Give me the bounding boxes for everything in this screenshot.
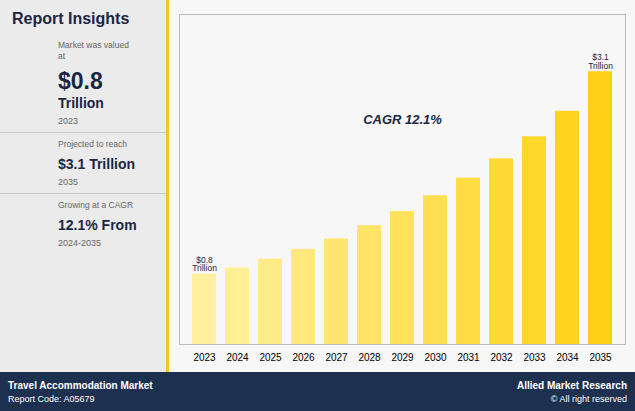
svg-text:2030: 2030	[424, 352, 447, 363]
html-text:Report Code: A05679: Report Code: A05679	[8, 393, 95, 404]
svg-text:$3.1Trillion: $3.1Trillion	[588, 52, 613, 71]
svg-text:2034: 2034	[556, 352, 579, 363]
svg-text:2031: 2031	[457, 352, 480, 363]
html-text:12.1% From: 12.1% From	[58, 217, 137, 234]
html-text:$3.1 Trillion: $3.1 Trillion	[58, 156, 135, 173]
svg-text:2024: 2024	[226, 352, 249, 363]
html-text:Travel Accommodation Market: Travel Accommodation Market	[8, 379, 153, 391]
html-text:Report Insights: Report Insights	[12, 10, 130, 27]
html-text:$0.8: $0.8	[58, 68, 103, 95]
html-text:© All right reserved: © All right reserved	[550, 393, 627, 404]
html-text:2024-2035: 2024-2035	[58, 238, 101, 249]
svg-text:CAGR 12.1%: CAGR 12.1%	[363, 112, 442, 127]
svg-text:2033: 2033	[523, 352, 546, 363]
html-text:Market was valued at: Market was valued at	[58, 40, 129, 61]
html-text:Allied Market Research: Allied Market Research	[516, 379, 627, 391]
html-text:2023: 2023	[58, 116, 78, 127]
html-text:Projected to reach: Projected to reach	[58, 139, 127, 150]
html-text:Growing at a CAGR: Growing at a CAGR	[58, 200, 134, 211]
svg-text:$0.8Trillion: $0.8Trillion	[192, 255, 217, 274]
svg-text:2035: 2035	[589, 352, 612, 363]
svg-text:2029: 2029	[391, 352, 414, 363]
svg-text:2025: 2025	[259, 352, 282, 363]
svg-text:2023: 2023	[193, 352, 216, 363]
svg-text:2026: 2026	[292, 352, 315, 363]
svg-text:2028: 2028	[358, 352, 381, 363]
html-text:Trillion: Trillion	[58, 95, 104, 112]
svg-text:2032: 2032	[490, 352, 513, 363]
svg-text:2027: 2027	[325, 352, 348, 363]
html-text:2035: 2035	[58, 177, 78, 188]
